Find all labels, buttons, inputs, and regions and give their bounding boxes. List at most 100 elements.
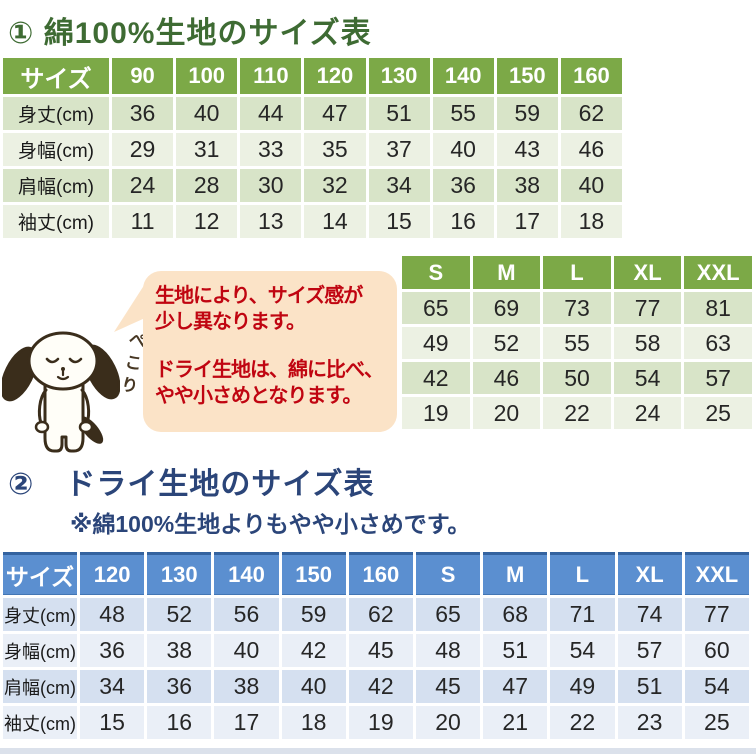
size-value-cell: 55 <box>543 327 611 359</box>
size-value-cell: 49 <box>402 327 470 359</box>
column-header: サイズ <box>3 552 77 595</box>
size-value-cell: 30 <box>240 169 302 202</box>
size-value-cell: 77 <box>613 292 682 324</box>
column-header: 120 <box>80 552 145 595</box>
cotton-size-table: サイズ 90 100 110 120 130 140 150 160 身丈(cm) 36 40 44 47… <box>0 55 625 241</box>
section2-subtitle: ※綿100%生地よりもやや小さめです。 <box>70 511 471 537</box>
size-value-cell: 18 <box>560 205 622 238</box>
section1-title: ① 綿100%生地のサイズ表 <box>8 17 372 50</box>
size-value-cell: 34 <box>80 670 145 703</box>
size-value-cell: 57 <box>617 634 682 667</box>
size-value-cell: 54 <box>613 362 682 394</box>
size-value-cell: 58 <box>613 327 682 359</box>
size-value-cell: 65 <box>402 292 470 324</box>
column-header: XL <box>617 552 682 595</box>
size-value-cell: 40 <box>432 133 494 166</box>
size-value-cell: 55 <box>432 97 494 130</box>
size-value-cell: 22 <box>550 706 615 739</box>
size-value-cell: 51 <box>368 97 430 130</box>
size-value-cell: 43 <box>496 133 558 166</box>
size-value-cell: 17 <box>214 706 279 739</box>
size-value-cell: 46 <box>472 362 541 394</box>
column-header: 150 <box>281 552 346 595</box>
size-value-cell: 12 <box>176 205 238 238</box>
size-value-cell: 47 <box>304 97 366 130</box>
size-value-cell: 38 <box>214 670 279 703</box>
row-label: 肩幅(cm) <box>3 670 77 703</box>
table-row: 袖丈(cm) 15 16 17 18 19 20 21 22 23 25 <box>3 706 749 739</box>
size-value-cell: 29 <box>112 133 174 166</box>
table-row: 42 46 50 54 57 <box>402 362 752 394</box>
column-header: XXL <box>684 256 752 289</box>
size-value-cell: 63 <box>684 327 752 359</box>
size-value-cell: 74 <box>617 598 682 631</box>
size-value-cell: 50 <box>543 362 611 394</box>
size-value-cell: 46 <box>560 133 622 166</box>
size-value-cell: 16 <box>432 205 494 238</box>
size-value-cell: 15 <box>368 205 430 238</box>
size-value-cell: 42 <box>281 634 346 667</box>
size-value-cell: 36 <box>112 97 174 130</box>
size-value-cell: 19 <box>402 397 470 429</box>
size-value-cell: 20 <box>415 706 481 739</box>
column-header: 150 <box>496 58 558 94</box>
size-value-cell: 44 <box>240 97 302 130</box>
size-value-cell: 32 <box>304 169 366 202</box>
size-value-cell: 36 <box>147 670 212 703</box>
table-row: 身幅(cm) 29 31 33 35 37 40 43 46 <box>3 133 622 166</box>
table-row: 身丈(cm) 36 40 44 47 51 55 59 62 <box>3 97 622 130</box>
size-value-cell: 54 <box>550 634 615 667</box>
size-value-cell: 48 <box>80 598 145 631</box>
size-value-cell: 59 <box>496 97 558 130</box>
size-value-cell: 24 <box>112 169 174 202</box>
table-row: 19 20 22 24 25 <box>402 397 752 429</box>
size-value-cell: 65 <box>415 598 481 631</box>
size-value-cell: 62 <box>560 97 622 130</box>
size-value-cell: 48 <box>415 634 481 667</box>
size-value-cell: 47 <box>483 670 548 703</box>
size-value-cell: 18 <box>281 706 346 739</box>
size-value-cell: 23 <box>617 706 682 739</box>
column-header: M <box>472 256 541 289</box>
size-value-cell: 73 <box>543 292 611 324</box>
column-header: 160 <box>560 58 622 94</box>
size-value-cell: 68 <box>483 598 548 631</box>
size-value-cell: 69 <box>472 292 541 324</box>
size-value-cell: 51 <box>483 634 548 667</box>
column-header: S <box>415 552 481 595</box>
size-value-cell: 38 <box>147 634 212 667</box>
size-value-cell: 51 <box>617 670 682 703</box>
size-value-cell: 42 <box>348 670 413 703</box>
row-label: 身幅(cm) <box>3 634 77 667</box>
size-value-cell: 54 <box>684 670 749 703</box>
column-header: 140 <box>214 552 279 595</box>
size-value-cell: 22 <box>543 397 611 429</box>
column-header: サイズ <box>3 58 109 94</box>
size-value-cell: 81 <box>684 292 752 324</box>
size-value-cell: 40 <box>176 97 238 130</box>
size-value-cell: 34 <box>368 169 430 202</box>
row-label: 肩幅(cm) <box>3 169 109 202</box>
column-header: 160 <box>348 552 413 595</box>
column-header: 130 <box>368 58 430 94</box>
dog-illustration-icon <box>2 331 120 453</box>
size-value-cell: 35 <box>304 133 366 166</box>
header-row: サイズ 90 100 110 120 130 140 150 160 <box>3 58 622 94</box>
size-value-cell: 77 <box>684 598 749 631</box>
column-header: 130 <box>147 552 212 595</box>
row-label: 身丈(cm) <box>3 97 109 130</box>
size-value-cell: 40 <box>281 670 346 703</box>
size-value-cell: 20 <box>472 397 541 429</box>
adult-size-table: S M L XL XXL 65 69 73 77 81 49 52 55 58 63 42 46 50 54 57 19… <box>399 253 755 432</box>
column-header: L <box>543 256 611 289</box>
table-row: 肩幅(cm) 34 36 38 40 42 45 47 49 51 54 <box>3 670 749 703</box>
size-value-cell: 24 <box>613 397 682 429</box>
row-label: 袖丈(cm) <box>3 205 109 238</box>
size-value-cell: 37 <box>368 133 430 166</box>
column-header: L <box>550 552 615 595</box>
table-row: 袖丈(cm) 11 12 13 14 15 16 17 18 <box>3 205 622 238</box>
size-value-cell: 25 <box>684 397 752 429</box>
row-label: 身丈(cm) <box>3 598 77 631</box>
size-value-cell: 42 <box>402 362 470 394</box>
size-value-cell: 36 <box>80 634 145 667</box>
